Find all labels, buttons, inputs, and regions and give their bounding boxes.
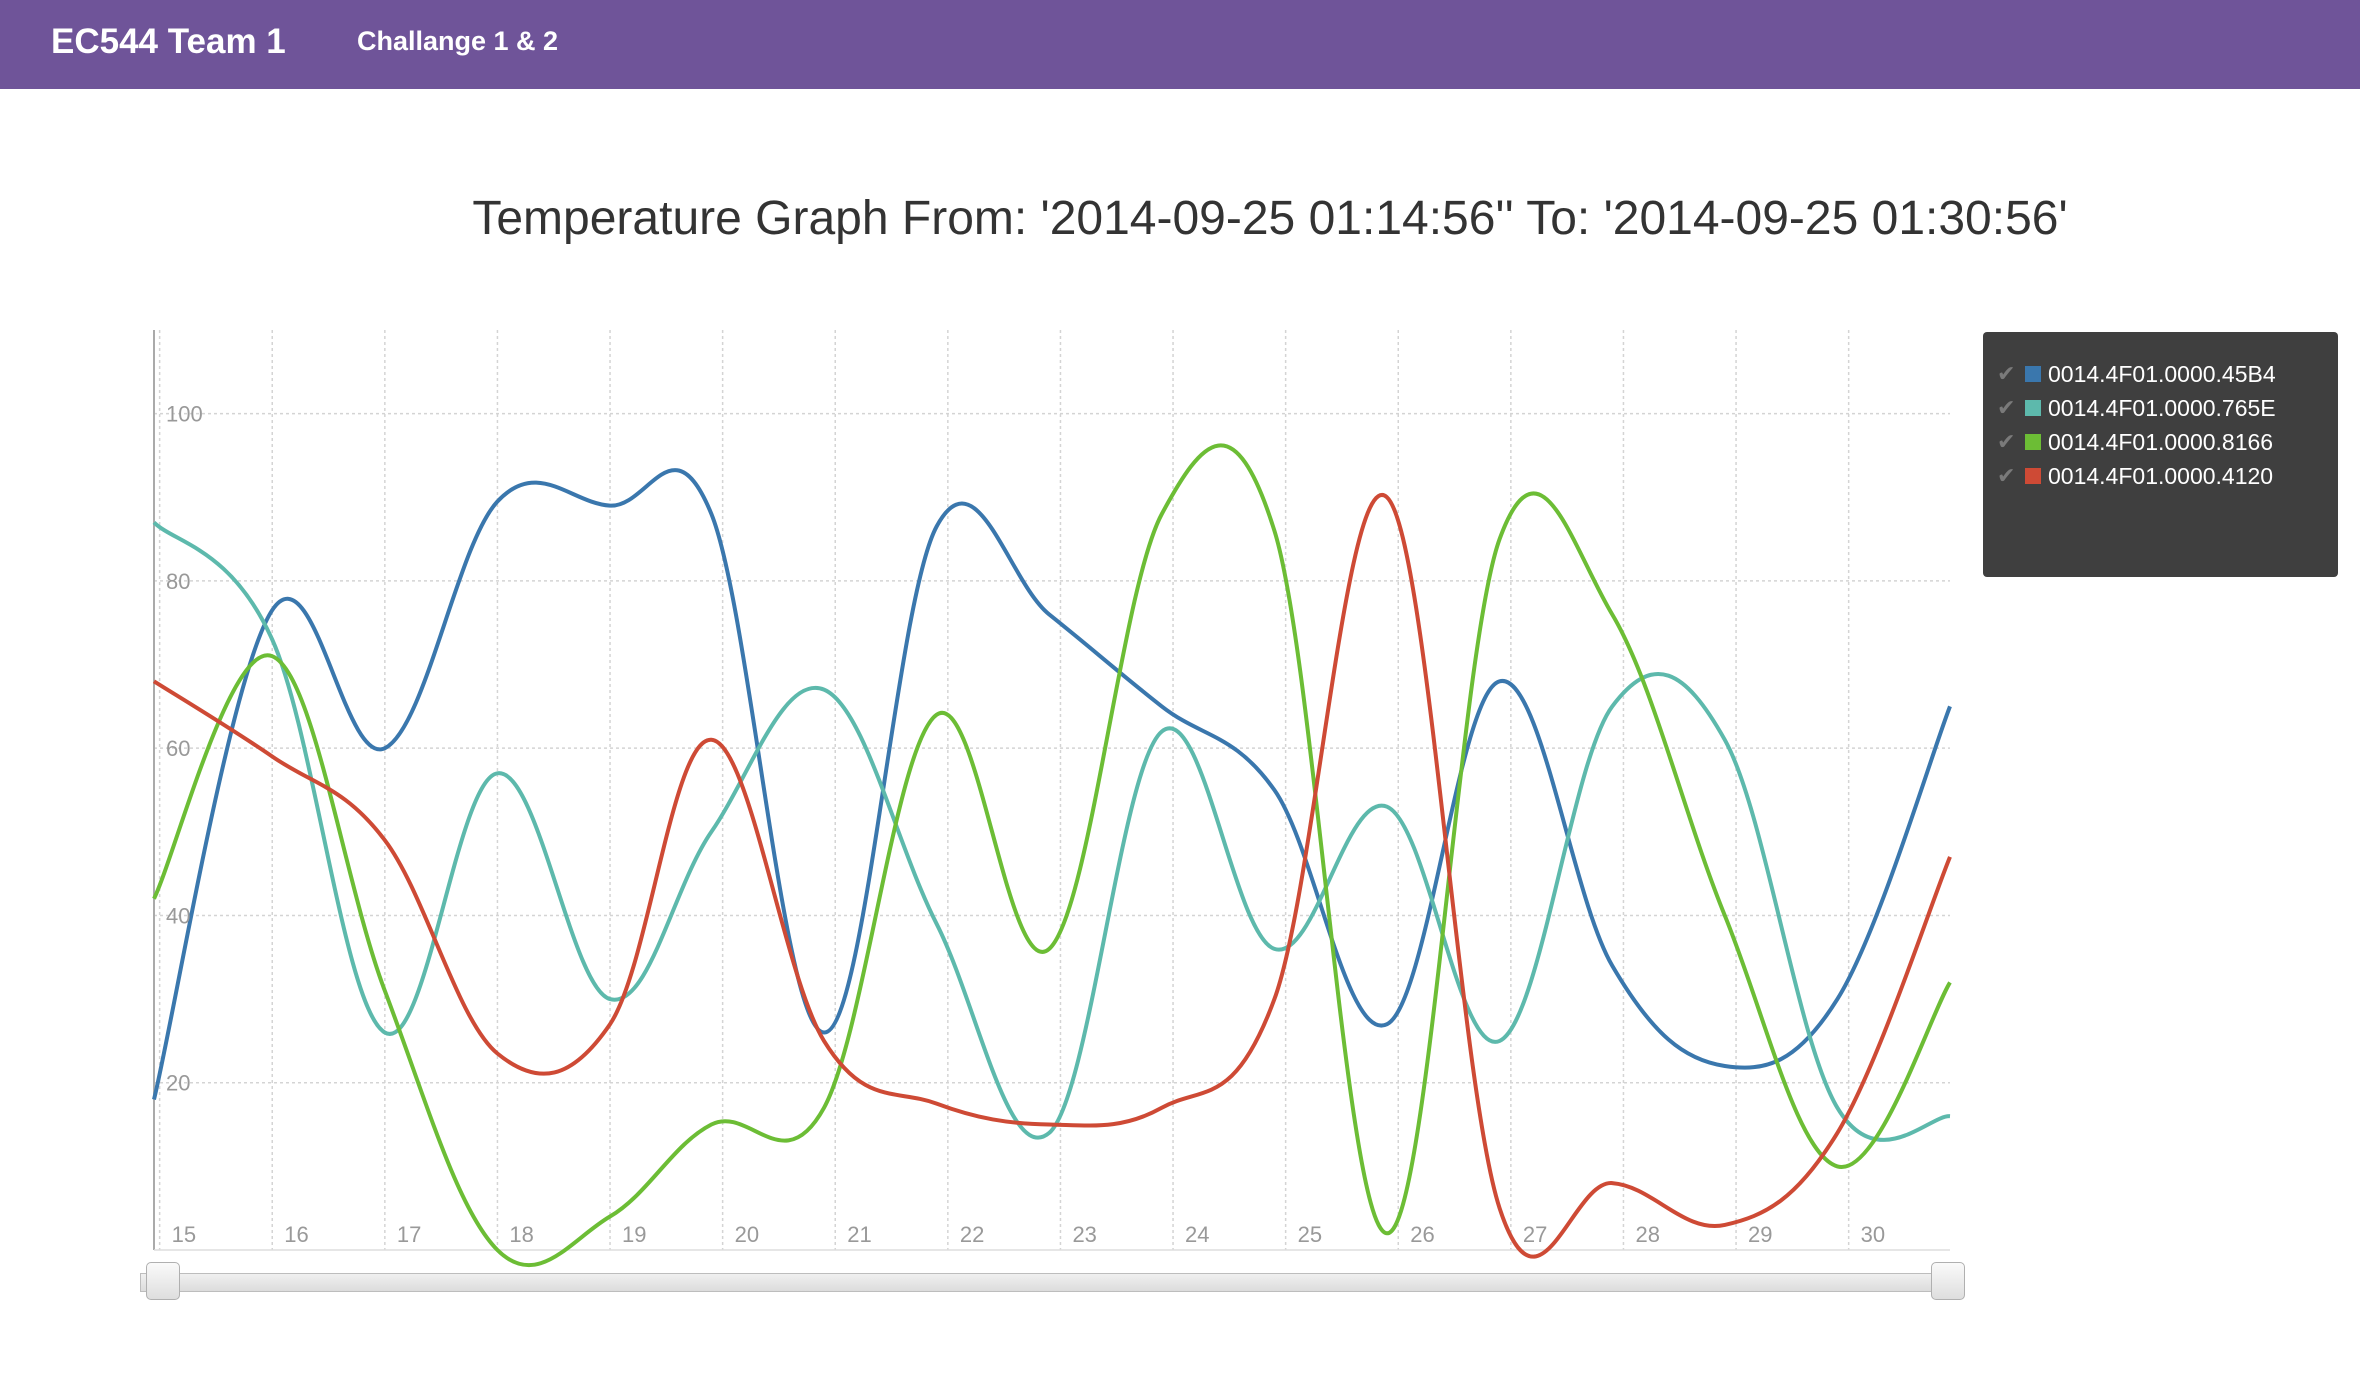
legend-label: 0014.4F01.0000.4120 [2048,463,2274,489]
x-tick-label: 27 [1523,1222,1547,1247]
range-slider-handle-left[interactable] [145,1262,180,1300]
y-tick-label: 20 [166,1071,190,1096]
y-tick-label: 60 [166,736,190,761]
series-line-45b4 [152,468,1952,1100]
x-tick-label: 16 [284,1222,308,1247]
legend-label: 0014.4F01.0000.45B4 [2048,361,2276,387]
legend-item-4120[interactable]: ✔ 0014.4F01.0000.4120 [1997,460,2273,492]
grid-layer [154,330,1950,1250]
x-tick-label: 18 [509,1222,533,1247]
series-line-8166 [152,443,1952,1267]
series-line-765e [152,520,1951,1142]
x-tick-label: 17 [397,1222,421,1247]
legend-label: 0014.4F01.0000.8166 [2048,429,2274,455]
range-slider-track[interactable] [140,1273,1965,1292]
y-tick-label: 80 [166,569,190,594]
x-tick-label: 20 [735,1222,759,1247]
legend: ✔ 0014.4F01.0000.45B4 ✔ 0014.4F01.0000.765… [1983,332,2338,577]
x-tick-label: 29 [1748,1222,1772,1247]
legend-item-765e[interactable]: ✔ 0014.4F01.0000.765E [1997,392,2276,424]
nav-link-challenge[interactable]: Challange 1 & 2 [357,26,559,56]
y-tick-label: 40 [166,903,190,928]
y-tick-label: 100 [166,402,203,427]
x-tick-label: 15 [172,1222,196,1247]
x-tick-label: 21 [847,1222,871,1247]
legend-swatch [2025,434,2041,450]
x-tick-label: 25 [1298,1222,1322,1247]
checkmark-icon: ✔ [1997,463,2016,488]
checkmark-icon: ✔ [1997,361,2016,386]
x-tick-label: 28 [1635,1222,1659,1247]
x-tick-label: 24 [1185,1222,1209,1247]
legend-item-45b4[interactable]: ✔ 0014.4F01.0000.45B4 [1997,358,2276,390]
brand-title[interactable]: EC544 Team 1 [51,22,286,61]
chart-title: Temperature Graph From: '2014-09-25 01:1… [472,192,2068,245]
legend-swatch [2025,366,2041,382]
x-tick-label: 26 [1410,1222,1434,1247]
x-tick-label: 30 [1861,1222,1885,1247]
legend-label: 0014.4F01.0000.765E [2048,395,2276,421]
series-layer [152,443,1952,1267]
checkmark-icon: ✔ [1997,429,2016,454]
tick-layer: 15 16 17 18 19 20 21 22 23 24 25 26 27 28 29 30 20 40 60 80… [166,402,1885,1247]
checkmark-icon: ✔ [1997,395,2016,420]
x-tick-label: 22 [960,1222,984,1247]
legend-swatch [2025,468,2041,484]
x-tick-label: 19 [622,1222,646,1247]
legend-item-8166[interactable]: ✔ 0014.4F01.0000.8166 [1997,426,2273,458]
range-slider-handle-right[interactable] [1931,1262,1965,1300]
navbar: EC544 Team 1 Challange 1 & 2 [0,0,2360,89]
series-line-4120 [152,492,1952,1259]
x-tick-label: 23 [1072,1222,1096,1247]
legend-swatch [2025,400,2041,416]
